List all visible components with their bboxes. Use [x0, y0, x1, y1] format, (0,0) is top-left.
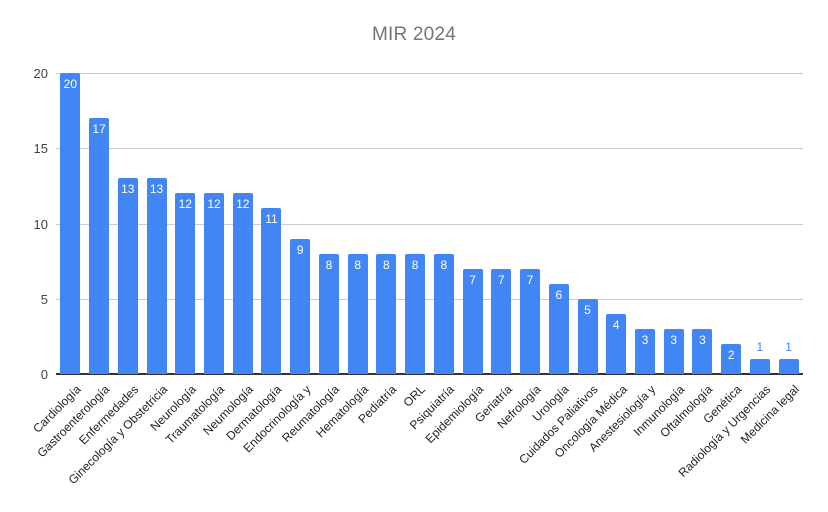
bar-value-label: 7: [526, 272, 534, 287]
bar[interactable]: [290, 238, 311, 374]
gridline: [56, 298, 803, 300]
bar[interactable]: [433, 253, 454, 374]
bar[interactable]: [89, 118, 110, 374]
bar[interactable]: [347, 253, 368, 374]
bar[interactable]: [405, 253, 426, 374]
bar-value-label: 3: [641, 332, 649, 347]
bar-value-label: 7: [469, 272, 476, 287]
bar-value-label: 7: [497, 272, 505, 287]
bar[interactable]: [749, 358, 770, 374]
bar-value-label: 20: [63, 77, 78, 91]
bar-value-label: 4: [612, 317, 620, 332]
bar[interactable]: [606, 313, 627, 374]
bar-value-label: 13: [121, 182, 135, 197]
bar-value-label: 3: [670, 332, 678, 347]
bar-value-label: 12: [178, 197, 192, 212]
bar-value-label: 8: [354, 257, 362, 272]
bar[interactable]: [232, 193, 253, 374]
bar[interactable]: [577, 298, 598, 374]
y-tick-label: 20: [33, 66, 48, 81]
bar[interactable]: [462, 268, 483, 374]
bar-value-label: 1: [785, 339, 792, 354]
bar-value-label: 2: [727, 347, 735, 362]
bar-value-label: 11: [265, 212, 278, 227]
bar-value-label: 8: [383, 257, 390, 272]
gridline: [56, 223, 803, 225]
bar[interactable]: [261, 208, 282, 374]
gridline: [56, 73, 803, 74]
bar[interactable]: [204, 193, 225, 374]
bar[interactable]: [376, 253, 397, 374]
bar[interactable]: [520, 268, 541, 374]
x-axis-baseline: [56, 373, 803, 375]
bar[interactable]: [634, 328, 655, 374]
gridline: [56, 148, 803, 150]
bar-value-label: 8: [440, 257, 448, 272]
y-tick-label: 0: [40, 367, 48, 382]
bar-value-label: 13: [149, 182, 164, 197]
bar-value-label: 6: [555, 287, 563, 302]
bar-value-label: 8: [325, 257, 333, 272]
bar[interactable]: [60, 73, 81, 374]
bar[interactable]: [491, 268, 512, 374]
bar[interactable]: [692, 328, 713, 374]
bar[interactable]: [778, 358, 799, 374]
bar[interactable]: [175, 193, 196, 374]
bar[interactable]: [318, 253, 339, 374]
y-tick-label: 10: [33, 216, 48, 232]
bar-value-label: 3: [699, 332, 706, 347]
bar[interactable]: [721, 343, 742, 374]
bar-value-label: 1: [756, 339, 764, 354]
y-tick-label: 15: [33, 141, 48, 157]
bar[interactable]: [663, 328, 684, 374]
chart-title: MIR 2024: [372, 24, 456, 45]
bar-value-label: 5: [584, 302, 591, 317]
y-tick-label: 5: [40, 291, 48, 307]
bar[interactable]: [548, 283, 569, 374]
bar-value-label: 12: [236, 197, 250, 212]
bar-value-label: 17: [92, 122, 106, 137]
bar[interactable]: [117, 178, 138, 374]
bar-value-label: 12: [207, 197, 221, 212]
bar[interactable]: [146, 178, 167, 374]
bar-value-label: 8: [411, 257, 419, 272]
bar-value-label: 9: [296, 242, 304, 257]
